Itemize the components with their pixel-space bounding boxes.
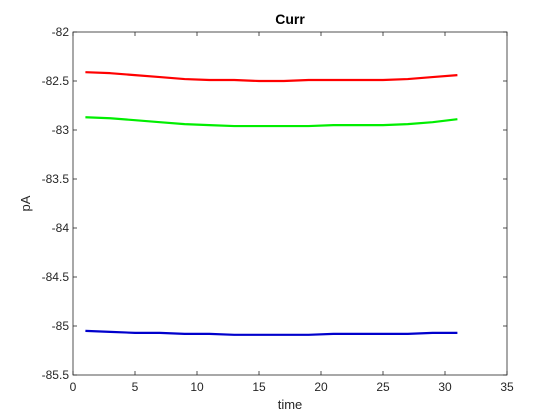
ticks-layer: 0 5 10 15 20 25 30 35 -82 -82.5 -83 -83.5 -84 -84.5 -8… [42,25,514,394]
x-tick-label: 30 [438,380,452,394]
y-tick-label: -82.5 [42,74,70,88]
y-tick-label: -83.5 [42,172,70,186]
series-line-3 [85,329,458,336]
series-layer [85,71,458,336]
y-tick-label: -84 [52,221,70,235]
chart-title: Curr [275,11,305,27]
y-tick-label: -83 [52,123,70,137]
x-tick-label: 20 [314,380,328,394]
y-tick-label: -85 [52,319,70,333]
x-tick-label: 0 [70,380,77,394]
y-tick-label: -84.5 [42,270,70,284]
x-tick-label: 35 [500,380,514,394]
y-tick-label: -85.5 [42,368,70,382]
x-tick-label: 25 [376,380,390,394]
y-tick-label: -82 [52,25,70,39]
plot-area [72,31,508,376]
y-axis-label: pA [18,195,33,211]
x-tick-label: 10 [190,380,204,394]
series-line-1 [85,71,458,83]
x-tick-label: 15 [252,380,266,394]
series-line-2 [85,116,458,128]
x-axis-label: time [278,397,303,412]
x-tick-label: 5 [132,380,139,394]
